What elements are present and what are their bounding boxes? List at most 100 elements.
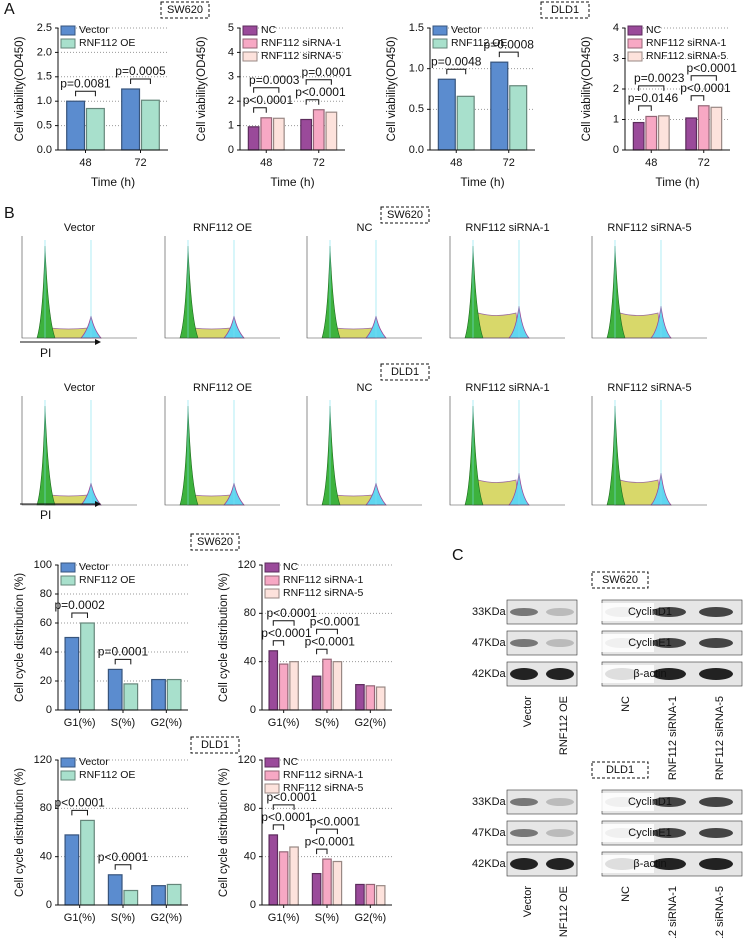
flow-title: RNF112 siRNA-1 (465, 382, 549, 394)
bar (332, 661, 343, 711)
size-marker: 47KDa (472, 827, 507, 839)
y-tick-label: 80 (244, 607, 256, 619)
y-axis-label: Cell viability(OD450) (581, 36, 593, 141)
bracket (638, 85, 665, 91)
bar (80, 622, 95, 711)
y-axis-label: Cell cycle distribution (%) (14, 573, 26, 702)
bracket (272, 640, 285, 646)
x-axis-label: Time (h) (655, 175, 699, 189)
bar (123, 683, 139, 711)
y-tick-label: 0.0 (37, 144, 52, 156)
bar (289, 661, 299, 711)
tag-box (380, 363, 430, 381)
tag: DLD1 (201, 739, 229, 751)
flow-title: Vector (64, 222, 96, 234)
annotation: p=0.0048 (431, 54, 482, 68)
bracket (638, 105, 652, 111)
y-tick-label: 40 (40, 646, 52, 658)
flow-g1-peak (36, 405, 56, 506)
bar (166, 883, 182, 906)
annotation: p=0.0005 (115, 64, 166, 78)
annotation: p=0.0081 (60, 76, 111, 90)
flow-s-phase (614, 479, 662, 506)
flow-g1-peak (179, 405, 199, 506)
legend-swatch (432, 25, 448, 36)
bar (80, 819, 95, 906)
annotation: p<0.0001 (98, 850, 149, 864)
flow-axes (591, 396, 707, 506)
x-tick-label: S(%) (315, 912, 339, 924)
bar (375, 885, 386, 906)
annotation: p<0.0001 (687, 61, 738, 75)
bar (272, 117, 285, 151)
flow-title: RNF112 siRNA-1 (465, 222, 549, 234)
legend-swatch (264, 562, 280, 573)
flow-axes (164, 396, 280, 506)
band (699, 607, 733, 617)
annotation: p=0.0023 (634, 71, 685, 85)
protein-label: β-actin (633, 858, 666, 870)
bracket (130, 78, 151, 84)
legend-label: RNF112 siRNA-5 (261, 50, 341, 62)
x-tick-label: 48 (450, 157, 462, 169)
tag-box (160, 1, 210, 19)
band (510, 668, 538, 680)
bar (300, 118, 313, 151)
y-tick-label: 0 (228, 144, 234, 156)
bar (365, 685, 376, 711)
band (652, 828, 686, 838)
y-axis-label: Cell cycle distribution (%) (218, 768, 230, 897)
x-tick-label: S(%) (111, 912, 135, 924)
bar (278, 851, 289, 906)
y-tick-label: 3 (228, 71, 234, 83)
flow-s-phase (472, 312, 520, 339)
x-tick-label: G1(%) (268, 717, 300, 729)
panel-label: C (452, 547, 464, 564)
y-axis-label: Cell cycle distribution (%) (14, 768, 26, 897)
annotation: p<0.0001 (305, 834, 356, 848)
y-tick-label: 0.5 (409, 103, 424, 115)
bar (85, 107, 105, 151)
legend-swatch (60, 38, 76, 49)
y-tick-label: 2 (613, 83, 619, 95)
lane-label: RNF112 siRNA-5 (714, 886, 726, 938)
flow-title: RNF112 siRNA-5 (607, 382, 691, 394)
x-tick-label: 72 (503, 157, 515, 169)
bracket (446, 68, 467, 75)
y-tick-label: 1.5 (37, 71, 52, 83)
x-tick-label: 72 (134, 157, 146, 169)
y-tick-label: 40 (40, 851, 52, 863)
lane-label: NC (620, 696, 632, 712)
flow-g1-peak (321, 245, 341, 339)
band (699, 828, 733, 838)
tag: SW620 (167, 4, 203, 16)
y-tick-label: 60 (40, 617, 52, 629)
lane-label: Vector (522, 696, 534, 728)
y-tick-label: 120 (34, 754, 52, 766)
flow-g1-peak (36, 245, 56, 339)
tag: SW620 (197, 536, 233, 548)
lane-label: RNF112 siRNA-1 (667, 696, 679, 780)
annotation: p<0.0001 (266, 790, 317, 804)
bracket (75, 90, 96, 97)
annotation: p<0.0001 (261, 626, 312, 640)
bracket (114, 864, 132, 870)
legend-label: RNF112 OE (79, 574, 135, 586)
bar (107, 668, 123, 711)
bar (312, 109, 325, 151)
panel-label: B (4, 205, 15, 222)
legend-swatch (60, 575, 76, 586)
lane-label: RNF112 siRNA-1 (667, 886, 679, 938)
flow-s-phase (472, 479, 520, 506)
bar (123, 889, 139, 906)
legend-swatch (242, 25, 258, 36)
bar (311, 675, 322, 711)
size-marker: 33KDa (472, 796, 507, 808)
bracket (305, 99, 320, 105)
legend-label: Vector (79, 24, 109, 36)
y-tick-label: 80 (40, 802, 52, 814)
annotation: p<0.0001 (310, 814, 361, 828)
tag: SW620 (387, 209, 423, 221)
flow-s-phase (614, 312, 662, 339)
legend-swatch (242, 51, 258, 62)
